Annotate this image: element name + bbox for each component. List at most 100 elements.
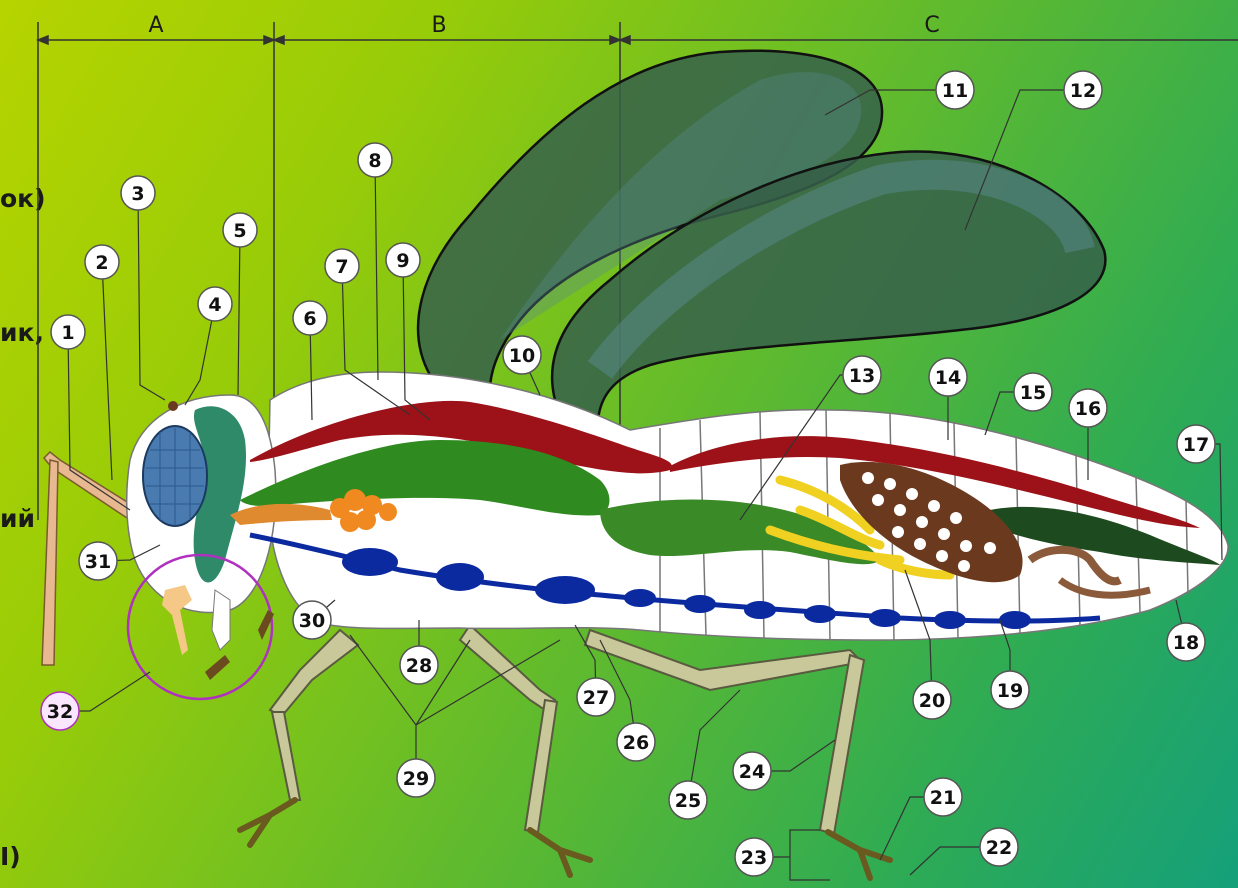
callout-number: 28 xyxy=(406,655,432,677)
callout-28: 28 xyxy=(399,645,439,685)
callout-5: 5 xyxy=(222,212,258,248)
callout-circle xyxy=(990,670,1030,710)
left-text-fragment-2: ик, xyxy=(0,318,44,347)
callout-6: 6 xyxy=(292,300,328,336)
callout-30: 30 xyxy=(292,600,332,640)
callout-circle xyxy=(292,300,328,336)
callout-25: 25 xyxy=(668,780,708,820)
section-label-a: A xyxy=(148,13,163,38)
callout-number: 13 xyxy=(849,365,875,387)
callout-12: 12 xyxy=(1063,70,1103,110)
callout-number: 10 xyxy=(509,345,535,367)
callout-circle xyxy=(396,758,436,798)
callout-number: 29 xyxy=(403,768,429,790)
callout-number: 2 xyxy=(95,252,108,274)
section-label-b: B xyxy=(431,13,446,38)
callout-circle xyxy=(324,248,360,284)
callout-number: 27 xyxy=(583,687,609,709)
callout-13: 13 xyxy=(842,355,882,395)
callout-23: 23 xyxy=(734,837,774,877)
callout-10: 10 xyxy=(502,335,542,375)
callout-circle xyxy=(912,680,952,720)
legs xyxy=(268,623,866,836)
callout-circle xyxy=(928,357,968,397)
dorsal-vessel xyxy=(250,400,672,474)
callout-circle xyxy=(357,142,393,178)
mouthparts xyxy=(126,553,274,701)
callout-number: 18 xyxy=(1173,632,1199,654)
callout-circle xyxy=(40,691,80,731)
callout-number: 3 xyxy=(131,183,144,205)
callout-number: 22 xyxy=(986,837,1012,859)
callout-9: 9 xyxy=(385,242,421,278)
callout-20: 20 xyxy=(912,680,952,720)
callout-circle xyxy=(668,780,708,820)
callout-number: 9 xyxy=(396,250,409,272)
callout-number: 19 xyxy=(997,680,1023,702)
callout-32: 32 xyxy=(40,691,80,731)
hindwing xyxy=(550,150,1107,422)
callout-29: 29 xyxy=(396,758,436,798)
ocellus xyxy=(168,401,178,411)
callout-circle xyxy=(979,827,1019,867)
callout-circle xyxy=(923,777,963,817)
callout-circle xyxy=(385,242,421,278)
callout-14: 14 xyxy=(928,357,968,397)
callout-circle xyxy=(222,212,258,248)
callout-16: 16 xyxy=(1068,388,1108,428)
callout-number: 4 xyxy=(208,294,221,316)
callout-circle xyxy=(1166,622,1206,662)
callout-circle xyxy=(84,244,120,280)
callout-number: 12 xyxy=(1070,80,1096,102)
callout-27: 27 xyxy=(576,677,616,717)
callout-7: 7 xyxy=(324,248,360,284)
callout-4: 4 xyxy=(197,286,233,322)
callout-number: 31 xyxy=(85,551,111,573)
callout-circle xyxy=(734,837,774,877)
callout-22: 22 xyxy=(979,827,1019,867)
callout-number: 7 xyxy=(335,256,348,278)
callout-number: 20 xyxy=(919,690,945,712)
left-text-fragment-4: I) xyxy=(0,842,21,871)
dorsal-vessel-abdominal xyxy=(670,436,1200,528)
callout-circle xyxy=(78,541,118,581)
callout-circle xyxy=(842,355,882,395)
callout-circle xyxy=(1013,372,1053,412)
callout-number: 6 xyxy=(303,308,316,330)
callout-circle xyxy=(576,677,616,717)
salivary-gland xyxy=(330,489,397,532)
callout-26: 26 xyxy=(616,722,656,762)
callout-circle xyxy=(292,600,332,640)
callout-31: 31 xyxy=(78,541,118,581)
callout-circle xyxy=(1176,424,1216,464)
callout-number: 11 xyxy=(942,80,968,102)
callout-number: 24 xyxy=(739,761,765,783)
callout-19: 19 xyxy=(990,670,1030,710)
callout-17: 17 xyxy=(1176,424,1216,464)
salivary-duct xyxy=(230,503,332,525)
callout-21: 21 xyxy=(923,777,963,817)
forewing xyxy=(417,49,884,392)
callout-1: 1 xyxy=(50,314,86,350)
ventral-nerve-cord xyxy=(249,532,1101,629)
callout-number: 21 xyxy=(930,787,956,809)
gut-hindgut xyxy=(990,506,1220,565)
callout-circle xyxy=(399,645,439,685)
ovaries xyxy=(840,461,1151,599)
callout-circle xyxy=(616,722,656,762)
callout-11: 11 xyxy=(935,70,975,110)
callout-2: 2 xyxy=(84,244,120,280)
callout-24: 24 xyxy=(732,751,772,791)
callout-3: 3 xyxy=(120,175,156,211)
callout-8: 8 xyxy=(357,142,393,178)
callout-circle xyxy=(1068,388,1108,428)
callout-number: 30 xyxy=(299,610,325,632)
gut-foregut xyxy=(240,440,610,516)
callout-circle xyxy=(50,314,86,350)
callout-number: 1 xyxy=(61,322,74,344)
gut-midgut xyxy=(600,499,880,565)
callout-number: 15 xyxy=(1020,382,1046,404)
callout-18: 18 xyxy=(1166,622,1206,662)
